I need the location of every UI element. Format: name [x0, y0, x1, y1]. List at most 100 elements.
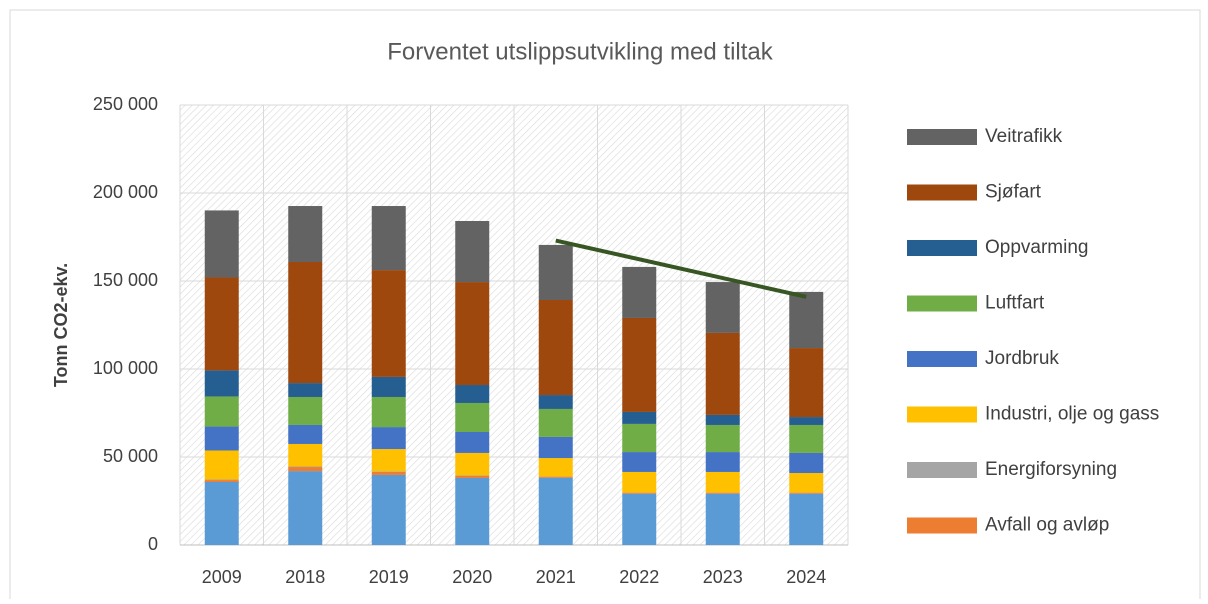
bar-segment — [789, 417, 824, 425]
bar-segment — [705, 493, 740, 545]
bar-segment — [371, 471, 406, 475]
bar-segment — [204, 426, 239, 451]
y-axis-label: Tonn CO2-ekv. — [51, 263, 71, 387]
bar-segment — [371, 206, 406, 271]
legend-label: Luftfart — [985, 293, 1045, 314]
x-tick-label: 2023 — [703, 567, 743, 587]
bar-segment — [705, 414, 740, 425]
bar-segment — [789, 348, 824, 418]
bar-segment — [538, 244, 573, 301]
legend-swatch — [907, 406, 977, 423]
bar-segment — [622, 266, 657, 318]
bar-segment — [288, 466, 323, 468]
bar-segment — [538, 436, 573, 459]
bar-segment — [455, 385, 490, 403]
legend-label: Sjøfart — [985, 182, 1042, 203]
bar-segment — [538, 458, 573, 477]
y-tick-label: 150 000 — [93, 270, 158, 290]
legend-swatch — [907, 184, 977, 201]
bar-segment — [288, 396, 323, 425]
bar-segment — [288, 261, 323, 384]
legend-swatch — [907, 240, 977, 256]
bar-segment — [371, 449, 406, 472]
bar-segment — [204, 370, 239, 397]
legend-label: Oppvarming — [985, 237, 1089, 258]
legend-label: Avfall og avløp — [985, 515, 1109, 536]
bar-segment — [622, 452, 657, 472]
bar-segment — [288, 471, 323, 545]
legend-label: Jordbruk — [985, 348, 1059, 369]
bar-segment — [622, 423, 657, 453]
bar-segment — [622, 317, 657, 412]
legend-swatch — [907, 517, 977, 534]
x-tick-label: 2018 — [285, 567, 325, 587]
bar-segment — [538, 477, 573, 478]
bar-segment — [371, 427, 406, 450]
bar-segment — [288, 443, 323, 467]
x-tick-label: 2024 — [786, 567, 826, 587]
legend-swatch — [907, 351, 977, 367]
bar-segment — [789, 424, 824, 453]
bar-segment — [455, 402, 490, 433]
bar-segment — [705, 492, 740, 494]
bar-segment — [789, 493, 824, 494]
chart-border — [9, 9, 1201, 604]
bar-segment — [705, 332, 740, 415]
bar-segment — [538, 477, 573, 545]
bar-segment — [455, 475, 490, 477]
bar-segment — [204, 481, 239, 545]
y-tick-label: 0 — [148, 534, 158, 554]
legend-label: Energiforsyning — [985, 459, 1117, 480]
bar-segment — [622, 493, 657, 545]
bar-segment — [204, 450, 239, 480]
bar-segment — [789, 291, 824, 349]
legend-label: Industri, olje og gass — [985, 404, 1159, 425]
bar-segment — [371, 471, 406, 472]
bar-segment — [789, 452, 824, 474]
bar-segment — [705, 452, 740, 472]
bar-segment — [538, 408, 573, 437]
y-tick-label: 50 000 — [103, 446, 158, 466]
bar-segment — [371, 270, 406, 377]
x-tick-label: 2019 — [369, 567, 409, 587]
legend-label: Veitrafikk — [985, 126, 1063, 147]
bar-segment — [288, 206, 323, 262]
x-tick-label: 2009 — [202, 567, 242, 587]
legend-swatch — [907, 295, 977, 312]
bar-segment — [789, 492, 824, 494]
bar-segment — [705, 493, 740, 494]
bar-segment — [288, 424, 323, 444]
bar-segment — [789, 473, 824, 493]
y-tick-label: 100 000 — [93, 358, 158, 378]
bar-segment — [705, 424, 740, 453]
chart-title: Forventet utslippsutvikling med tiltak — [387, 38, 774, 65]
bar-segment — [204, 480, 239, 482]
bar-segment — [371, 376, 406, 397]
bar-segment — [538, 395, 573, 409]
legend-swatch — [907, 462, 977, 478]
bar-segment — [538, 300, 573, 396]
bar-segment — [455, 452, 490, 476]
bar-segment — [622, 493, 657, 494]
bar-segment — [705, 282, 740, 333]
bar-segment — [622, 411, 657, 424]
legend-swatch — [907, 129, 977, 145]
bar-segment — [204, 277, 239, 371]
y-tick-label: 200 000 — [93, 182, 158, 202]
bar-segment — [622, 492, 657, 494]
bar-segment — [371, 396, 406, 428]
bar-segment — [455, 476, 490, 478]
bar-segment — [455, 477, 490, 545]
x-tick-label: 2021 — [536, 567, 576, 587]
bar-segment — [204, 210, 239, 278]
bar-segment — [371, 474, 406, 545]
trend-line — [555, 238, 807, 299]
bar-segment — [538, 476, 573, 478]
x-tick-label: 2022 — [619, 567, 659, 587]
y-tick-label: 250 000 — [93, 94, 158, 114]
bar-segment — [204, 479, 239, 481]
bar-segment — [455, 220, 490, 283]
bar-segment — [455, 282, 490, 386]
bar-segment — [789, 493, 824, 545]
bar-segment — [288, 467, 323, 472]
